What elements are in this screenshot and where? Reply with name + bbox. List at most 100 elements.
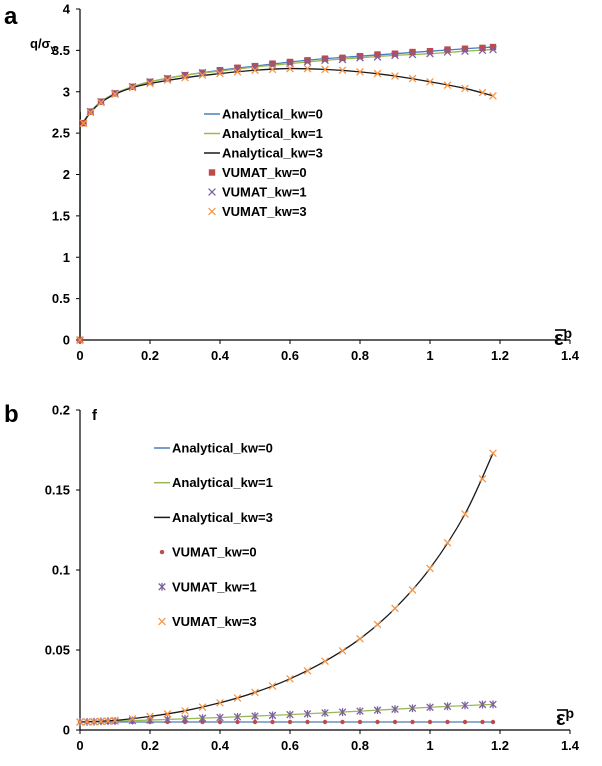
- data-point-vumat-kw-3: [461, 84, 469, 93]
- data-point-vumat-kw-1: [489, 700, 497, 709]
- data-point-vumat-kw-1: [338, 55, 347, 64]
- data-point-vumat-kw-0: [217, 719, 223, 725]
- data-point-vumat-kw-0: [287, 719, 293, 725]
- x-tick-label: 1.4: [561, 738, 580, 753]
- data-point-vumat-kw-1: [303, 58, 312, 66]
- data-point-vumat-kw-0: [392, 719, 398, 725]
- data-point-vumat-kw-3: [373, 69, 382, 78]
- legend-label: Analytical_kw=3: [222, 146, 323, 161]
- data-point-vumat-kw-1: [356, 53, 364, 62]
- legend-item-vumat-kw-0: VUMAT_kw=0: [208, 165, 307, 180]
- x-tick-label: 0.6: [281, 738, 299, 753]
- data-point-vumat-kw-3: [198, 71, 207, 80]
- legend-swatch: [158, 582, 166, 591]
- data-point-vumat-kw-3: [391, 72, 399, 80]
- panel-a-xlabel: εp: [554, 325, 572, 350]
- y-tick-label: 4: [63, 2, 71, 17]
- panel-a-legend: Analytical_kw=0 Analytical_kw=1 Analytical…: [204, 107, 323, 219]
- data-point-vumat-kw-0: [375, 719, 380, 725]
- data-point-vumat-kw-1: [478, 700, 487, 709]
- legend-swatch: [158, 617, 166, 626]
- data-point-vumat-kw-3: [233, 68, 242, 76]
- data-point-vumat-kw-3: [90, 717, 98, 726]
- panel-b-letter: b: [4, 401, 19, 428]
- data-point-vumat-kw-0: [409, 48, 416, 56]
- x-tick-label: 1: [426, 348, 433, 363]
- data-point-vumat-kw-1: [426, 49, 434, 58]
- data-point-vumat-kw-1: [286, 710, 294, 719]
- data-point-vumat-kw-3: [76, 336, 84, 344]
- data-point-vumat-kw-3: [216, 698, 224, 707]
- panel-a-x-tick-labels: 0 0.2 0.4 0.6 0.8 1 1.2 1.4: [76, 348, 579, 363]
- data-point-vumat-kw-1: [198, 714, 207, 723]
- data-point-vumat-kw-0: [321, 55, 329, 62]
- panel-a-chart: a q/σy 0 0.2 0.4 0.6 0.8 1 1.2 1.4 0 0.5 1 1.5 2 2.5…: [4, 2, 580, 364]
- data-point-vumat-kw-1: [303, 709, 312, 718]
- legend-swatch: [208, 207, 216, 216]
- data-point-vumat-kw-3: [303, 64, 312, 73]
- data-point-vumat-kw-1: [338, 708, 347, 716]
- data-point-vumat-kw-3: [338, 66, 347, 75]
- data-point-vumat-kw-3: [111, 90, 119, 99]
- data-point-vumat-kw-3: [111, 716, 119, 725]
- legend-item-vumat-kw-3: VUMAT_kw=3: [208, 204, 307, 219]
- x-tick-label: 0.8: [351, 738, 369, 753]
- data-point-vumat-kw-3: [104, 717, 112, 725]
- x-tick-label: 0.4: [211, 348, 230, 363]
- legend-label: Analytical_kw=3: [172, 510, 273, 525]
- data-point-vumat-kw-3: [478, 474, 487, 483]
- data-point-vumat-kw-3: [83, 718, 91, 726]
- data-point-vumat-kw-3: [426, 77, 434, 86]
- series-markers-vumat-kw-3: [76, 64, 497, 344]
- y-tick-label: 2.5: [52, 126, 70, 141]
- legend-item-vumat-kw-3: VUMAT_kw=3: [158, 614, 257, 629]
- y-tick-label: 0.2: [52, 403, 70, 418]
- panel-a-letter: a: [4, 3, 18, 30]
- data-point-vumat-kw-3: [391, 604, 399, 613]
- x-tick-label: 0.2: [141, 738, 159, 753]
- legend-label: VUMAT_kw=3: [222, 204, 307, 219]
- data-point-vumat-kw-0: [461, 45, 469, 52]
- data-point-vumat-kw-0: [374, 51, 381, 58]
- legend-swatch: [208, 169, 216, 176]
- panel-b-ylabel: f: [92, 407, 98, 424]
- y-tick-label: 0.05: [45, 643, 70, 658]
- data-point-vumat-kw-3: [268, 65, 277, 74]
- panel-b-x-tick-labels: 0 0.2 0.4 0.6 0.8 1 1.2 1.4: [76, 738, 579, 753]
- x-tick-label: 1: [426, 738, 433, 753]
- y-tick-label: 3: [63, 84, 70, 99]
- y-tick-label: 0.1: [52, 563, 70, 578]
- data-point-vumat-kw-1: [163, 715, 172, 724]
- legend-label: Analytical_kw=1: [222, 126, 323, 141]
- data-point-vumat-kw-1: [251, 712, 259, 720]
- legend-item-analytical-kw-3: Analytical_kw=3: [204, 146, 323, 161]
- data-point-vumat-kw-1: [461, 47, 469, 56]
- data-point-vumat-kw-0: [235, 719, 240, 725]
- data-point-vumat-kw-3: [286, 674, 294, 683]
- data-point-vumat-kw-1: [146, 77, 154, 86]
- data-point-vumat-kw-0: [340, 719, 345, 725]
- data-point-vumat-kw-0: [305, 719, 310, 725]
- data-point-vumat-kw-3: [128, 714, 137, 723]
- data-point-vumat-kw-0: [339, 54, 346, 62]
- data-point-vumat-kw-1: [391, 705, 399, 714]
- y-tick-label: 0: [63, 333, 70, 348]
- data-point-vumat-kw-1: [268, 711, 277, 720]
- y-tick-label: 0.5: [52, 291, 70, 306]
- legend-swatch: [208, 188, 216, 196]
- data-point-vumat-kw-3: [198, 703, 207, 711]
- y-tick-label: 2: [63, 167, 70, 182]
- data-point-vumat-kw-1: [216, 713, 224, 722]
- data-point-vumat-kw-3: [321, 657, 329, 666]
- data-point-vumat-kw-0: [270, 719, 275, 725]
- data-point-vumat-kw-3: [163, 76, 172, 85]
- legend-item-analytical-kw-0: Analytical_kw=0: [154, 441, 273, 456]
- x-tick-label: 0.2: [141, 348, 159, 363]
- data-point-vumat-kw-3: [146, 712, 154, 721]
- data-point-vumat-kw-1: [163, 74, 172, 83]
- panel-a-ylabel-main: q/σ: [30, 36, 51, 51]
- legend-label: Analytical_kw=1: [172, 475, 273, 490]
- data-point-vumat-kw-1: [478, 46, 487, 55]
- data-point-vumat-kw-3: [408, 586, 417, 594]
